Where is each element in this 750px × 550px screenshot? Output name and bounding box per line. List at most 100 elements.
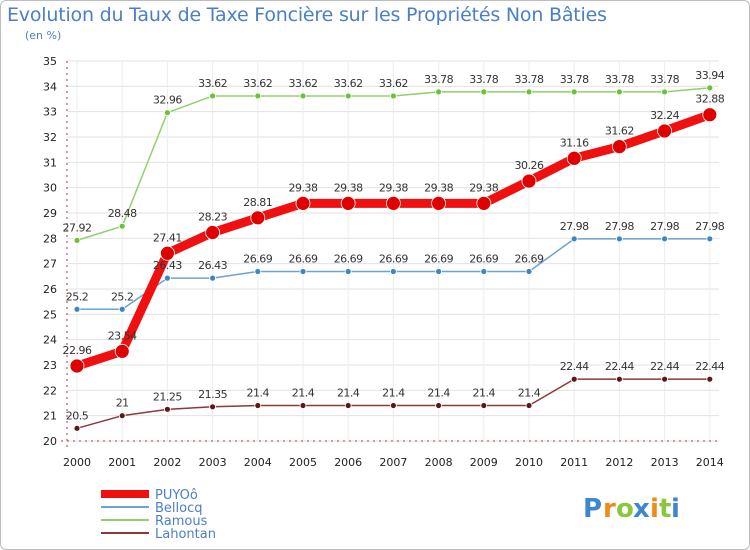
y-tick-label: 26	[43, 283, 57, 296]
legend-label: Lahontan	[155, 527, 216, 542]
data-label: 33.94	[695, 69, 724, 82]
y-tick-label: 22	[43, 384, 57, 397]
y-tick-label: 28	[43, 232, 57, 245]
data-label: 21.4	[247, 387, 270, 400]
data-point	[118, 305, 126, 313]
data-point	[616, 88, 623, 96]
data-label: 27.41	[153, 231, 182, 244]
data-label: 33.78	[650, 73, 679, 86]
data-label: 26.69	[379, 253, 408, 266]
data-label: 22.44	[650, 360, 679, 373]
data-point	[616, 375, 623, 383]
logo-letter: t	[659, 494, 671, 524]
data-label: 29.38	[424, 181, 453, 194]
x-tick-label: 2003	[199, 456, 227, 469]
data-label: 29.38	[469, 181, 498, 194]
data-label: 21.4	[427, 387, 450, 400]
data-label: 26.69	[243, 253, 272, 266]
data-point	[250, 210, 266, 226]
y-tick-label: 23	[43, 359, 57, 372]
data-point	[525, 88, 533, 96]
data-point	[73, 305, 81, 313]
legend-label: Ramous	[155, 514, 208, 529]
data-point	[661, 88, 668, 96]
data-label: 21.35	[198, 388, 227, 401]
data-point	[706, 235, 714, 243]
x-tick-label: 2012	[605, 456, 633, 469]
x-tick-label: 2001	[108, 456, 136, 469]
x-tick-label: 2000	[63, 456, 91, 469]
y-tick-label: 34	[43, 80, 57, 93]
data-label: 22.44	[695, 360, 724, 373]
logo-letter: x	[633, 494, 650, 524]
data-point	[254, 92, 262, 100]
data-point	[295, 195, 311, 211]
data-point	[299, 402, 307, 409]
data-label: 21.4	[382, 387, 405, 400]
data-point	[525, 268, 533, 275]
data-label: 33.62	[243, 77, 272, 90]
legend-label: PUYOô	[155, 488, 198, 503]
data-label: 26.69	[469, 253, 498, 266]
data-label: 22.96	[63, 344, 92, 357]
data-point	[706, 84, 714, 92]
data-label: 25.2	[66, 290, 89, 303]
data-label: 32.96	[153, 94, 182, 107]
data-point	[209, 274, 217, 282]
x-tick-label: 2005	[289, 456, 317, 469]
data-point	[118, 412, 126, 420]
logo-letter: i	[650, 494, 659, 524]
y-tick-label: 29	[43, 207, 57, 220]
data-label: 26.69	[289, 253, 318, 266]
logo-letter: o	[616, 494, 634, 524]
data-point	[389, 268, 397, 275]
x-tick-label: 2008	[425, 456, 453, 469]
data-point	[657, 123, 672, 139]
y-tick-label: 27	[43, 258, 57, 271]
data-label: 33.78	[605, 73, 634, 86]
data-label: 27.98	[695, 220, 724, 233]
data-label: 33.62	[289, 77, 318, 90]
data-label: 27.98	[650, 220, 679, 233]
x-tick-label: 2006	[334, 456, 362, 469]
data-label: 21	[116, 397, 129, 410]
data-point	[435, 88, 443, 96]
x-tick-label: 2010	[515, 456, 543, 469]
data-point	[299, 92, 307, 100]
data-label: 31.62	[605, 125, 634, 138]
data-label: 23.54	[108, 329, 137, 342]
y-tick-label: 20	[43, 435, 57, 448]
data-label: 26.69	[424, 253, 453, 266]
data-label: 32.24	[650, 109, 679, 122]
x-tick-label: 2002	[153, 456, 181, 469]
logo-letter: r	[603, 494, 616, 524]
data-point	[344, 92, 352, 100]
data-point	[299, 268, 307, 275]
x-tick-label: 2009	[470, 456, 498, 469]
data-label: 28.81	[243, 196, 272, 209]
data-label: 22.44	[605, 360, 634, 373]
data-label: 29.38	[289, 181, 318, 194]
data-label: 22.44	[560, 360, 589, 373]
data-point	[706, 375, 714, 383]
data-point	[570, 235, 578, 243]
data-label: 33.78	[560, 73, 589, 86]
data-point	[566, 150, 582, 166]
data-label: 26.69	[334, 253, 363, 266]
y-tick-label: 24	[43, 334, 57, 347]
data-point	[435, 268, 443, 275]
y-tick-label: 30	[43, 182, 57, 195]
data-label: 33.62	[379, 77, 408, 90]
data-point	[159, 245, 175, 261]
data-point	[205, 225, 221, 240]
data-point	[385, 195, 401, 211]
data-point	[612, 139, 627, 155]
y-tick-label: 32	[43, 131, 57, 144]
x-tick-label: 2013	[651, 456, 679, 469]
data-label: 33.78	[469, 73, 498, 86]
data-point	[661, 235, 668, 243]
data-point	[480, 88, 488, 96]
data-point	[73, 424, 81, 432]
data-point	[570, 88, 578, 96]
